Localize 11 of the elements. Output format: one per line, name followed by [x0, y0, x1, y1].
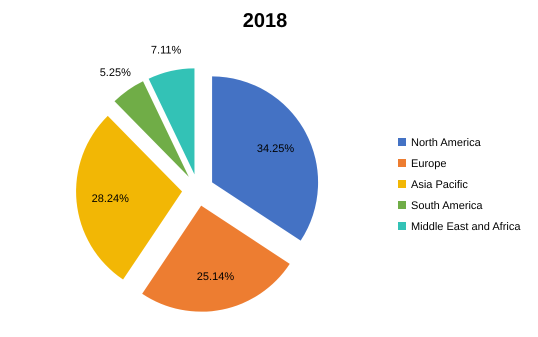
legend-label: Europe [411, 158, 446, 170]
legend-label: North America [411, 136, 482, 149]
data-label: 25.14% [196, 271, 234, 284]
data-label: 34.25% [256, 143, 294, 156]
legend-label: Middle East and Africa [411, 220, 522, 233]
data-label: 7.11% [150, 44, 182, 56]
legend-label: South America [411, 200, 484, 212]
data-label: 28.24% [92, 193, 130, 206]
data-label: 5.25% [100, 66, 132, 79]
chart-title: 2018 [242, 10, 288, 32]
legend-label: Asia Pacific [411, 178, 468, 191]
